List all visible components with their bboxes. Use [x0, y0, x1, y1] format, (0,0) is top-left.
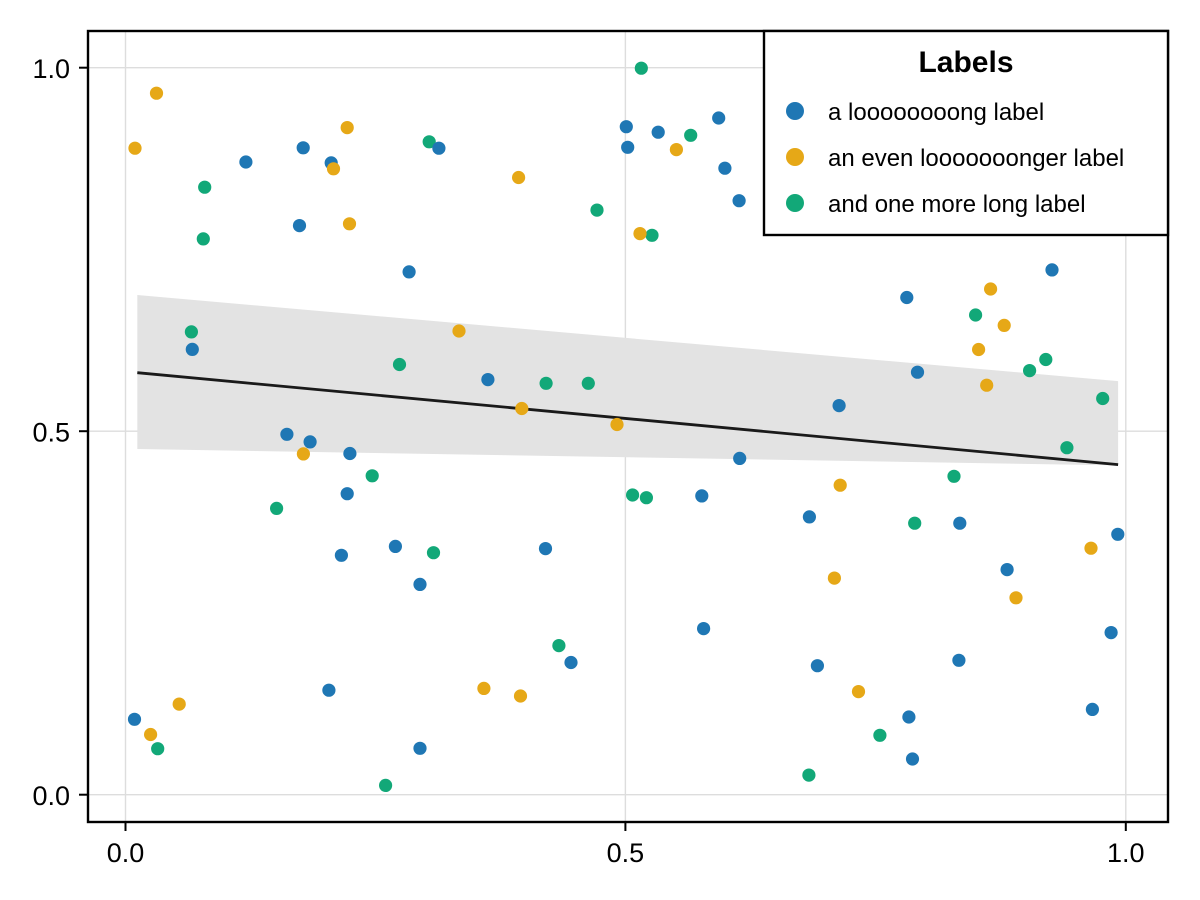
svg-text:an even looooooonger label: an even looooooonger label [828, 145, 1124, 172]
svg-text:0.5: 0.5 [607, 838, 645, 868]
svg-text:0.0: 0.0 [107, 838, 145, 868]
svg-text:Labels: Labels [918, 46, 1013, 79]
svg-text:0.5: 0.5 [32, 418, 70, 448]
svg-text:a loooooooong label: a loooooooong label [828, 99, 1044, 126]
svg-text:and one more long label: and one more long label [828, 191, 1086, 218]
svg-text:1.0: 1.0 [1107, 838, 1145, 868]
svg-text:1.0: 1.0 [32, 54, 70, 84]
svg-text:0.0: 0.0 [32, 781, 70, 811]
